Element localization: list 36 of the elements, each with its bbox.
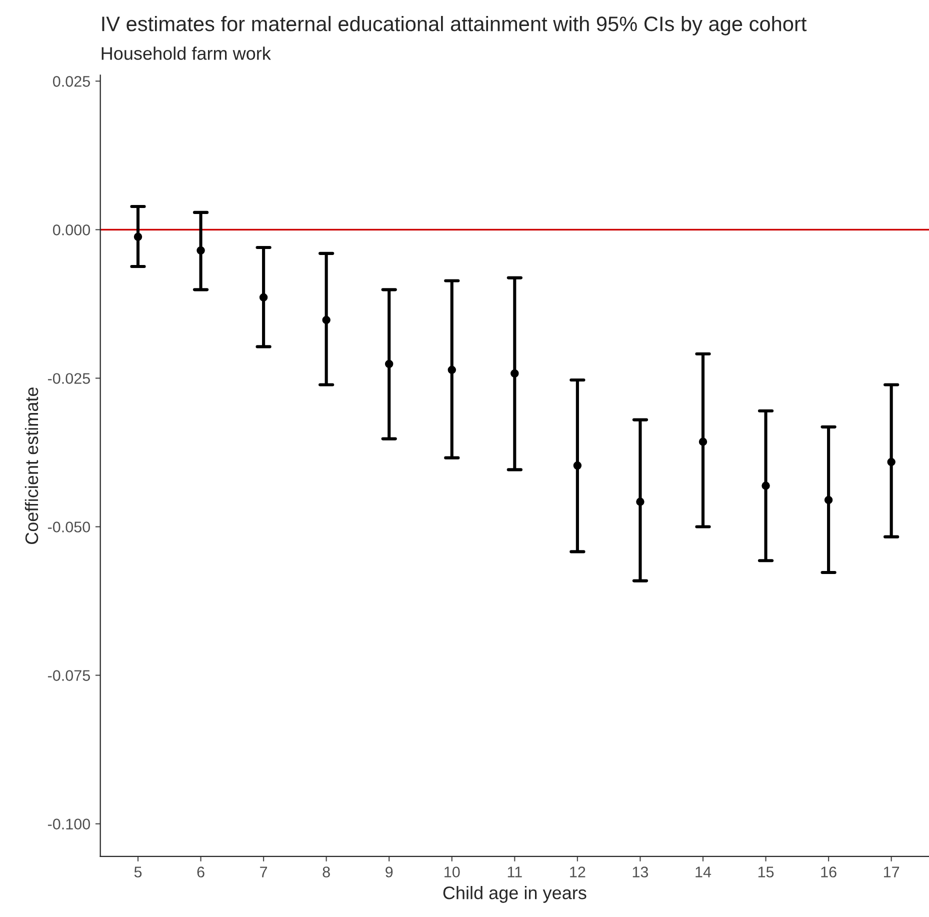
y-tick-label: -0.025: [48, 373, 90, 384]
x-tick-label: 17: [884, 866, 900, 878]
point: [698, 438, 708, 446]
point: [824, 496, 833, 504]
x-axis-title: Child age in years: [443, 886, 586, 903]
x-tick-label: 11: [508, 866, 522, 878]
point: [322, 316, 330, 324]
y-tick-label: 0.025: [52, 76, 90, 87]
x-tick-label: 15: [758, 866, 774, 878]
y-tick-label: -0.050: [48, 522, 90, 532]
point: [636, 498, 644, 506]
x-tick-label: 9: [386, 866, 393, 878]
x-tick-label: 7: [260, 866, 268, 878]
y-axis-title: Coefficient estimate: [24, 388, 38, 544]
point: [887, 458, 896, 466]
point: [510, 369, 519, 378]
y-tick-label: -0.100: [48, 818, 90, 830]
chart-subtitle: Household farm work: [102, 46, 271, 60]
point: [385, 360, 394, 368]
point: [762, 482, 770, 490]
point: [259, 293, 268, 302]
x-tick-label: 6: [197, 866, 204, 878]
chart-title: IV estimates for maternal educational attainment with 95% CIs by age cohort: [102, 16, 807, 36]
point: [573, 461, 582, 470]
point: [196, 246, 205, 255]
x-tick-label: 12: [570, 866, 586, 878]
x-tick-label: 5: [134, 866, 142, 878]
point: [134, 232, 142, 241]
y-tick-label: 0.000: [52, 224, 90, 236]
x-tick-label: 16: [821, 866, 836, 878]
x-tick-label: 8: [322, 866, 330, 878]
x-tick-label: 10: [444, 866, 460, 878]
x-tick-label: 13: [632, 866, 648, 878]
point: [448, 366, 456, 374]
y-tick-label: -0.075: [48, 670, 90, 681]
x-tick-label: 14: [696, 866, 712, 878]
